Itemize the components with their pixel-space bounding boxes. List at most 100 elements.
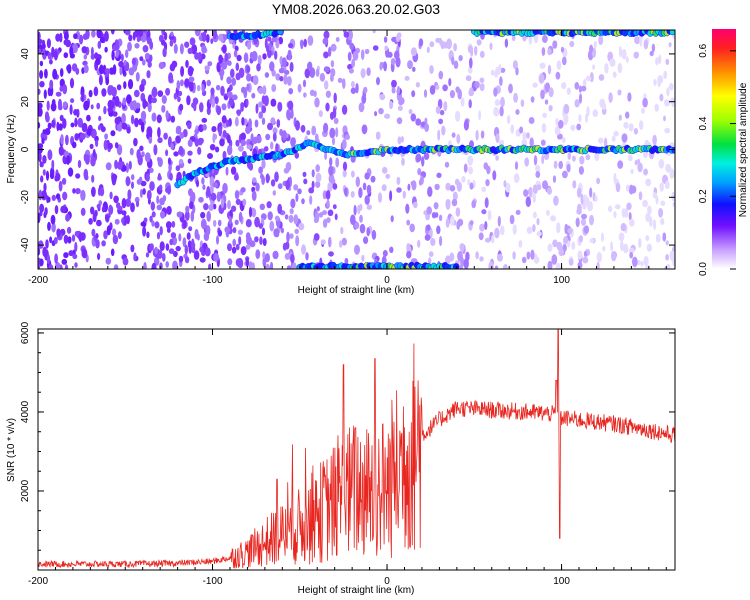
- heatmap-cell: [201, 83, 205, 93]
- heatmap-cell: [271, 36, 278, 43]
- heatmap-cell: [139, 145, 144, 152]
- heatmap-cell: [415, 118, 422, 126]
- heatmap-cell: [231, 246, 237, 254]
- heatmap-cell: [107, 142, 113, 150]
- heatmap-cell: [234, 190, 240, 200]
- heatmap-cell: [428, 257, 432, 265]
- heatmap-cell: [69, 104, 73, 115]
- heatmap-cell: [513, 173, 520, 184]
- heatmap-cell: [363, 86, 368, 94]
- heatmap-cell: [49, 172, 55, 180]
- heatmap-cell: [270, 141, 274, 150]
- heatmap-cell: [671, 191, 675, 202]
- heatmap-cell: [114, 142, 119, 149]
- heatmap-cell: [442, 84, 448, 92]
- heatmap-cell: [400, 136, 404, 143]
- heatmap-cell: [451, 56, 455, 65]
- heatmap-cell: [74, 230, 80, 237]
- heatmap-cell: [409, 223, 416, 233]
- heatmap-cell: [652, 134, 657, 146]
- heatmap-cell: [316, 206, 320, 212]
- heatmap-cell: [246, 65, 251, 73]
- heatmap-cell: [53, 237, 58, 245]
- heatmap-cell: [73, 109, 79, 116]
- heatmap-cell: [597, 137, 604, 144]
- heatmap-cell: [581, 213, 587, 220]
- heatmap-cell: [160, 210, 166, 219]
- heatmap-cell: [111, 86, 117, 98]
- heatmap-cell: [281, 130, 287, 141]
- heatmap-cell: [306, 130, 311, 136]
- heatmap-cell: [330, 73, 334, 82]
- heatmap-cell: [652, 219, 657, 231]
- heatmap-cell: [558, 160, 563, 170]
- heatmap-cell: [67, 167, 74, 177]
- heatmap-cell: [475, 129, 479, 141]
- heatmap-cell: [121, 210, 127, 216]
- heatmap-cell: [333, 117, 339, 125]
- heatmap-cell: [411, 90, 416, 98]
- heatmap-cell: [396, 187, 402, 193]
- heatmap-cell: [104, 133, 108, 140]
- heatmap-cell: [114, 95, 120, 107]
- heatmap-cell: [440, 40, 446, 50]
- heatmap-cell: [81, 122, 88, 133]
- heatmap-cell: [274, 50, 278, 60]
- heatmap-cell: [245, 126, 251, 135]
- heatmap-cell: [133, 252, 137, 261]
- heatmap-cell: [415, 82, 420, 88]
- heatmap-cell: [149, 181, 155, 191]
- heatmap-cell: [424, 123, 429, 132]
- heatmap-cell: [459, 264, 463, 269]
- heatmap-cell: [474, 81, 480, 89]
- heatmap-cell: [161, 95, 167, 104]
- heatmap-cell: [313, 90, 317, 98]
- heatmap-cell: [251, 190, 257, 202]
- heatmap-cell: [265, 173, 270, 184]
- heatmap-cell: [272, 251, 279, 260]
- heatmap-cell: [187, 240, 192, 249]
- heatmap-cell: [62, 101, 68, 109]
- heatmap-cell: [483, 162, 489, 170]
- heatmap-cell: [634, 160, 638, 166]
- heatmap-cell: [322, 190, 327, 200]
- heatmap-cell: [262, 251, 266, 260]
- heatmap-cell: [408, 109, 413, 115]
- heatmap-cell: [411, 180, 417, 191]
- heatmap-cell: [119, 65, 123, 76]
- heatmap-cell: [38, 88, 41, 95]
- heatmap-cell: [398, 97, 405, 105]
- heatmap-cell: [541, 47, 546, 56]
- heatmap-cell: [74, 133, 80, 141]
- heatmap-cell: [220, 73, 224, 81]
- heatmap-cell: [455, 207, 461, 217]
- heatmap-cell: [645, 178, 652, 187]
- heatmap-cell: [249, 240, 256, 248]
- heatmap-cell: [175, 245, 181, 252]
- heatmap-cell: [302, 79, 307, 88]
- heatmap-cell: [459, 243, 465, 250]
- heatmap-cell: [264, 72, 270, 78]
- heatmap-cell: [320, 239, 326, 245]
- heatmap-cell: [245, 232, 251, 241]
- heatmap-cell: [142, 98, 147, 110]
- heatmap-cell: [613, 172, 617, 184]
- heatmap-cell: [347, 51, 352, 62]
- heatmap-cell: [332, 107, 337, 119]
- heatmap-cell: [105, 215, 110, 222]
- heatmap-cell: [210, 184, 214, 195]
- heatmap-cell: [99, 36, 105, 44]
- heatmap-cell: [184, 210, 190, 221]
- heatmap-cell: [389, 100, 394, 110]
- heatmap-cell: [629, 218, 635, 227]
- heatmap-cell: [364, 48, 370, 55]
- heatmap-cell: [142, 226, 147, 237]
- heatmap-cell: [658, 54, 662, 65]
- heatmap-cell: [271, 69, 276, 77]
- heatmap-cell: [67, 236, 72, 244]
- heatmap-cell: [575, 217, 580, 228]
- heatmap-cell: [151, 220, 155, 227]
- heatmap-cell: [578, 166, 585, 175]
- heatmap-cell: [140, 110, 147, 122]
- heatmap-cell: [225, 227, 230, 238]
